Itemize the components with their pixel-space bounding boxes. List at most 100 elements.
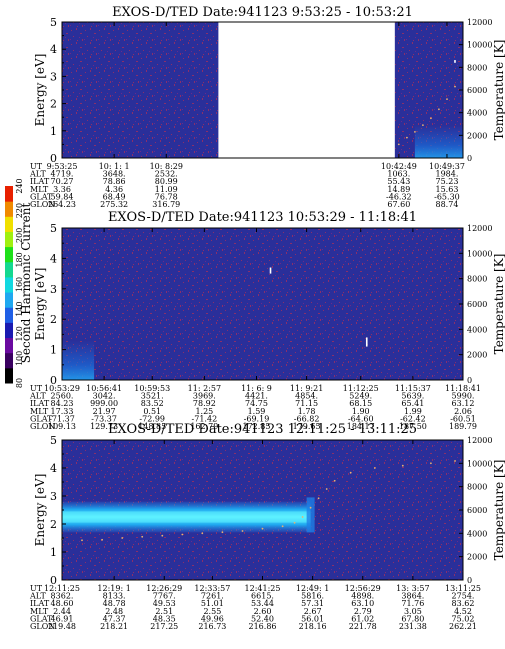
temperature-point — [401, 464, 404, 467]
info-cell: 5990. — [452, 392, 475, 401]
temperature-point — [281, 525, 284, 528]
y-tick-label: 3 — [50, 70, 57, 83]
info-cell: 65.41 — [401, 399, 424, 408]
colorbar-block — [5, 186, 13, 202]
y-tick-label: 3 — [50, 283, 57, 296]
info-cell: 76.78 — [155, 192, 178, 201]
info-cell: 999.00 — [90, 399, 118, 408]
info-cell: 4.52 — [454, 607, 472, 616]
info-cell: 88.74 — [436, 200, 459, 209]
info-cell: 109.13 — [48, 422, 76, 431]
info-cell: 78.92 — [193, 399, 216, 408]
info-cell: 219.48 — [48, 622, 76, 631]
colorbar-block — [5, 276, 13, 293]
info-cell: -71.42 — [192, 414, 218, 423]
info-cell: 14.89 — [387, 185, 410, 194]
info-row-label: ILAT — [30, 599, 50, 608]
info-cell: 189.79 — [449, 422, 477, 431]
info-cell: 52.40 — [251, 614, 274, 623]
info-cell: 11: 6: 9 — [241, 384, 272, 393]
y-tick-label: 5 — [50, 222, 57, 235]
info-cell: 57.31 — [301, 599, 324, 608]
info-row-label: UT — [30, 584, 43, 593]
info-cell: 148.85 — [138, 422, 166, 431]
info-cell: -64.60 — [348, 414, 374, 423]
colorbar-block — [5, 231, 13, 248]
info-cell: 4854. — [295, 392, 318, 401]
info-cell: 68.49 — [103, 192, 126, 201]
info-row-label: MLT — [30, 185, 49, 194]
y2-axis-label: Temperature [K] — [492, 460, 505, 561]
colorbar-tick-label: 140 — [15, 301, 24, 316]
temperature-point — [293, 521, 296, 524]
colorbar-tick-label: 240 — [15, 178, 24, 193]
info-cell: 2.79 — [354, 607, 372, 616]
info-cell: 4719. — [51, 170, 74, 179]
low-energy-region — [414, 125, 463, 158]
info-cell: 71.15 — [295, 399, 318, 408]
info-cell: 11: 2:57 — [188, 384, 221, 393]
info-cell: 12:41:25 — [245, 584, 281, 593]
temperature-point — [438, 108, 440, 111]
y2-tick-label: 0 — [467, 576, 472, 585]
temperature-point — [301, 516, 304, 518]
info-cell: 12:56:29 — [345, 584, 381, 593]
info-cell: 162.79 — [190, 422, 218, 431]
spike-mark — [269, 267, 272, 274]
info-row-label: GLON — [30, 422, 55, 431]
info-cell: 13:11:25 — [445, 584, 481, 593]
colorbar-block — [5, 216, 13, 232]
panel-1: EXOS-D/TED Date:941123 9:53:25 - 10:53:2… — [29, 5, 505, 209]
info-cell: 12:26:29 — [146, 584, 182, 593]
info-cell: 71.76 — [401, 599, 424, 608]
temperature-point — [333, 479, 336, 482]
info-cell: 75.02 — [452, 614, 475, 623]
info-cell: 1984. — [436, 170, 459, 179]
y-tick-label: 2 — [50, 518, 57, 531]
colorbar-tick-label: 200 — [15, 228, 24, 243]
y-tick-label: 5 — [50, 16, 57, 29]
info-cell: 8362. — [51, 592, 74, 601]
info-cell: 7767. — [153, 592, 176, 601]
info-cell: 216.86 — [249, 622, 277, 631]
info-cell: 218.16 — [299, 622, 327, 631]
info-cell: 184.17 — [347, 422, 375, 431]
info-cell: 3648. — [103, 170, 126, 179]
info-cell: 49.53 — [153, 599, 176, 608]
info-cell: 218.21 — [100, 622, 128, 631]
info-cell: 1.59 — [248, 407, 266, 416]
info-cell: 21.97 — [93, 407, 116, 416]
colorbar-block — [5, 322, 13, 339]
info-cell: 83.62 — [452, 599, 475, 608]
info-cell: 2.67 — [304, 607, 322, 616]
temperature-point — [161, 534, 164, 537]
info-cell: 316.79 — [152, 200, 180, 209]
y-tick-label: 1 — [50, 546, 57, 559]
colorbar-ticks: 80 100 120 140 160 180 200 220 240 — [15, 178, 24, 388]
info-row-label: UT — [30, 162, 43, 171]
info-row-label: GLON — [30, 622, 55, 631]
info-cell: 61.02 — [351, 614, 374, 623]
temperature-point — [317, 497, 320, 500]
info-cell: 74.75 — [245, 399, 268, 408]
colorbar-block — [5, 352, 13, 369]
temperature-point — [221, 531, 224, 534]
info-cell: 0.51 — [143, 407, 161, 416]
info-cell: 59.84 — [51, 192, 74, 201]
info-cell: 68.15 — [349, 399, 372, 408]
y2-tick-label: 2000 — [467, 351, 487, 360]
info-row-label: GLAT — [30, 192, 53, 201]
info-cell: 48.78 — [103, 599, 126, 608]
info-cell: 187.50 — [399, 422, 427, 431]
info-cell: 3.05 — [404, 607, 422, 616]
info-cell: -46.32 — [386, 192, 412, 201]
info-cell: 3042. — [93, 392, 116, 401]
y-tick-label: 4 — [50, 43, 57, 56]
info-cell: 2.51 — [155, 607, 173, 616]
info-cell: 70.27 — [51, 177, 74, 186]
y2-tick-label: 0 — [467, 376, 472, 385]
info-cell: 51.01 — [201, 599, 224, 608]
info-cell: 53.44 — [251, 599, 274, 608]
y2-tick-label: 8000 — [467, 63, 487, 72]
spike-mark — [365, 337, 368, 347]
